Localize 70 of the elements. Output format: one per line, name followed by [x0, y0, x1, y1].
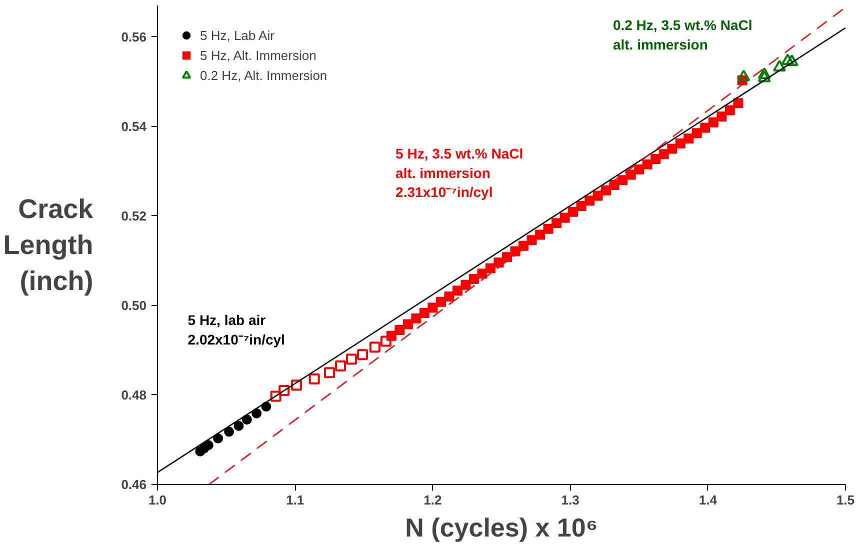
y-axis-title: Crack Length (inch)	[3, 194, 94, 296]
point	[518, 240, 529, 251]
point	[785, 54, 798, 66]
point	[444, 291, 454, 302]
point	[708, 117, 718, 128]
point	[452, 286, 462, 296]
point	[224, 426, 234, 437]
x-tick-label: 1.0	[148, 492, 167, 508]
y-tick-label: 0.48	[121, 387, 147, 402]
legend-label: 0.2 Hz, Alt. Immersion	[200, 68, 328, 82]
point	[308, 373, 320, 384]
point	[380, 336, 392, 347]
y-tick-label: 0.52	[121, 208, 147, 224]
point	[650, 154, 661, 164]
y-tick-label: 0.54	[121, 118, 148, 134]
point	[346, 354, 358, 365]
x-tick-label: 1.3	[561, 492, 580, 508]
point	[203, 440, 214, 450]
point	[436, 296, 446, 307]
x-tick-label: 1.5	[836, 492, 855, 508]
y-tick-label: 0.50	[121, 298, 147, 313]
point	[758, 68, 771, 80]
point	[213, 433, 224, 444]
point	[419, 308, 430, 318]
point	[428, 302, 438, 313]
point	[468, 274, 479, 284]
point	[781, 54, 794, 66]
annotation: 5 Hz, 3.5 wt.% NaCl alt. immersion 2.31x10⁻⁷in/cyl	[396, 146, 524, 200]
point	[252, 408, 262, 418]
point	[700, 122, 710, 133]
point	[601, 185, 612, 196]
x-tick-label: 1.4	[698, 492, 718, 508]
annotation: 0.2 Hz, 3.5 wt.% NaCl alt. immersion	[612, 17, 752, 52]
point	[270, 390, 282, 402]
point	[234, 420, 244, 431]
point	[411, 313, 422, 324]
annotation: 5 Hz, lab air 2.02x10⁻⁷in/cyl	[188, 312, 285, 348]
x-tick-label: 1.1	[286, 492, 304, 508]
point	[369, 342, 380, 353]
point	[242, 414, 252, 425]
point	[758, 70, 771, 82]
x-tick-label: 1.2	[424, 492, 442, 508]
point	[618, 175, 628, 186]
point	[460, 280, 471, 290]
point	[324, 367, 335, 378]
point	[502, 252, 512, 262]
point	[278, 384, 290, 396]
point	[675, 138, 686, 148]
point	[684, 133, 694, 144]
point	[692, 128, 702, 138]
point	[335, 360, 346, 372]
point	[357, 349, 368, 360]
point	[772, 60, 786, 72]
legend-label: 5 Hz, Lab Air	[200, 28, 274, 42]
y-tick-label: 0.56	[121, 29, 147, 44]
point	[724, 105, 735, 116]
legend-label: 5 Hz, Alt. Immersion	[200, 48, 316, 62]
point	[733, 98, 744, 108]
point	[394, 325, 405, 336]
point	[667, 144, 678, 154]
point	[402, 319, 413, 330]
y-tick-label: 0.46	[121, 477, 147, 492]
point	[716, 112, 727, 122]
point	[290, 380, 302, 391]
point	[634, 164, 644, 174]
point	[658, 149, 669, 160]
point	[642, 159, 652, 170]
x-axis-title: N (cycles) x 10⁶	[405, 512, 598, 542]
point	[485, 263, 496, 274]
point	[737, 70, 750, 82]
